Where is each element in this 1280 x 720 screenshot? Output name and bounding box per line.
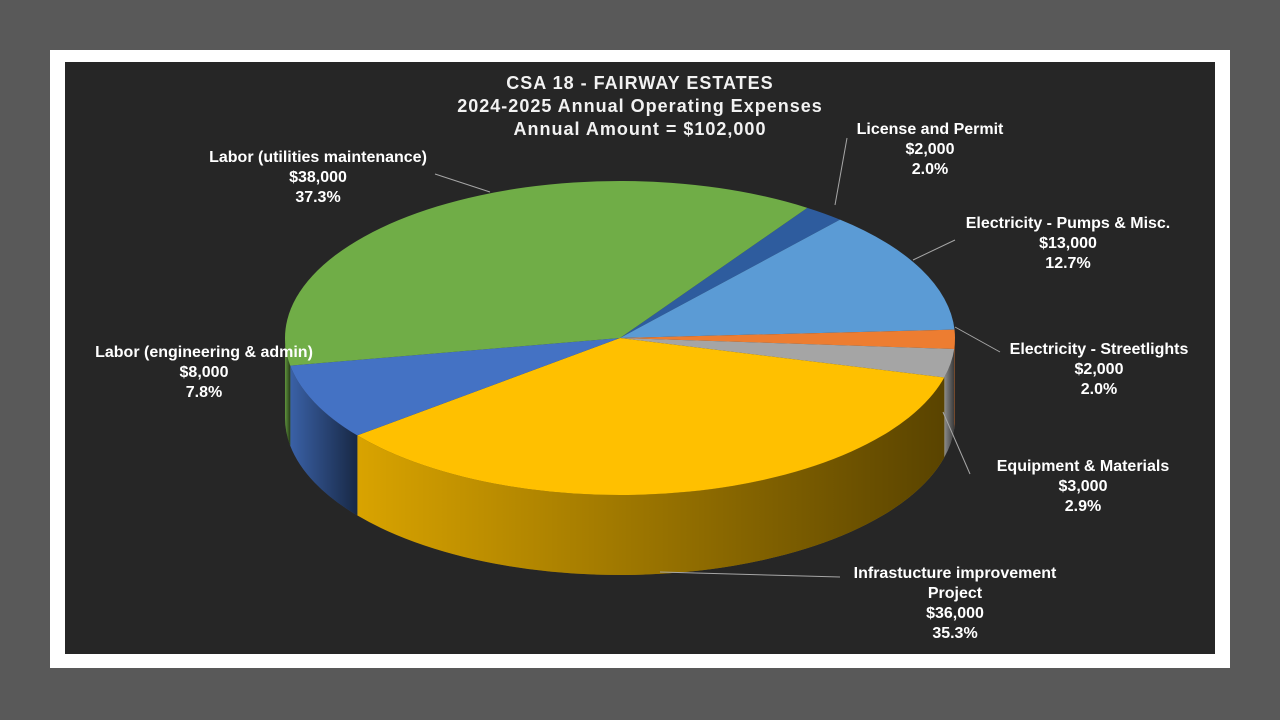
value-label: $36,000: [926, 605, 984, 622]
leader-line: [834, 137, 848, 206]
data-label: Electricity - Streetlights $2,000 2.0%: [1010, 340, 1189, 400]
title-line: 2024-2025 Annual Operating Expenses: [457, 96, 823, 116]
percent-label: 37.3%: [295, 189, 341, 206]
slice: [285, 181, 808, 366]
percent-label: 2.0%: [911, 161, 949, 178]
slice: [620, 329, 956, 349]
value-label: $8,000: [179, 364, 229, 381]
data-label: Labor (engineering & admin) $8,000 7.8%: [95, 343, 313, 403]
leader-line: [912, 239, 956, 261]
data-label: Infrastucture improvement Project $36,000…: [840, 564, 1070, 644]
data-label: Equipment & Materials $3,000 2.9%: [997, 457, 1169, 517]
leader-line: [659, 571, 841, 578]
slice: [620, 338, 955, 378]
percent-label: 35.3%: [932, 625, 978, 642]
chart-panel: CSA 18 - FAIRWAY ESTATES 2024-2025 Annua…: [65, 62, 1215, 654]
side-shade: [954, 338, 956, 429]
title-line: CSA 18 - FAIRWAY ESTATES: [506, 73, 774, 93]
title-line: Annual Amount = $102,000: [513, 119, 767, 139]
chart: [285, 137, 1001, 578]
data-label: License and Permit $2,000 2.0%: [857, 120, 1004, 180]
side-shade: [357, 377, 945, 575]
slice: [290, 338, 620, 436]
category-label: Infrastucture improvement Project: [853, 565, 1057, 602]
value-label: $38,000: [289, 169, 347, 186]
value-label: $13,000: [1039, 235, 1097, 252]
side-shade: [285, 338, 291, 446]
value-label: $3,000: [1058, 478, 1108, 495]
category-label: Equipment & Materials: [996, 458, 1170, 475]
category-label: Labor (utilities maintenance): [209, 149, 427, 166]
slice: [620, 219, 955, 338]
percent-label: 2.9%: [1064, 498, 1102, 515]
slice: [357, 338, 945, 495]
data-label: Labor (utilities maintenance) $38,000 37.3…: [209, 148, 427, 208]
percent-label: 12.7%: [1045, 255, 1091, 272]
side-shade: [290, 365, 358, 516]
category-label: Labor (engineering & admin): [95, 344, 313, 361]
category-label: License and Permit: [856, 121, 1004, 138]
leader-line: [942, 411, 971, 475]
data-label: Electricity - Pumps & Misc. $13,000 12.7%: [966, 214, 1171, 274]
leader-line: [434, 173, 491, 193]
percent-label: 2.0%: [1080, 381, 1118, 398]
percent-label: 7.8%: [185, 384, 223, 401]
value-label: $2,000: [1074, 361, 1124, 378]
slice: [620, 207, 841, 338]
category-label: Electricity - Pumps & Misc.: [965, 215, 1171, 232]
chart-title: CSA 18 - FAIRWAY ESTATES 2024-2025 Annua…: [65, 72, 1215, 141]
category-label: Electricity - Streetlights: [1009, 341, 1189, 358]
side-shade: [944, 348, 955, 458]
leader-line: [954, 326, 1001, 353]
value-label: $2,000: [905, 141, 955, 158]
